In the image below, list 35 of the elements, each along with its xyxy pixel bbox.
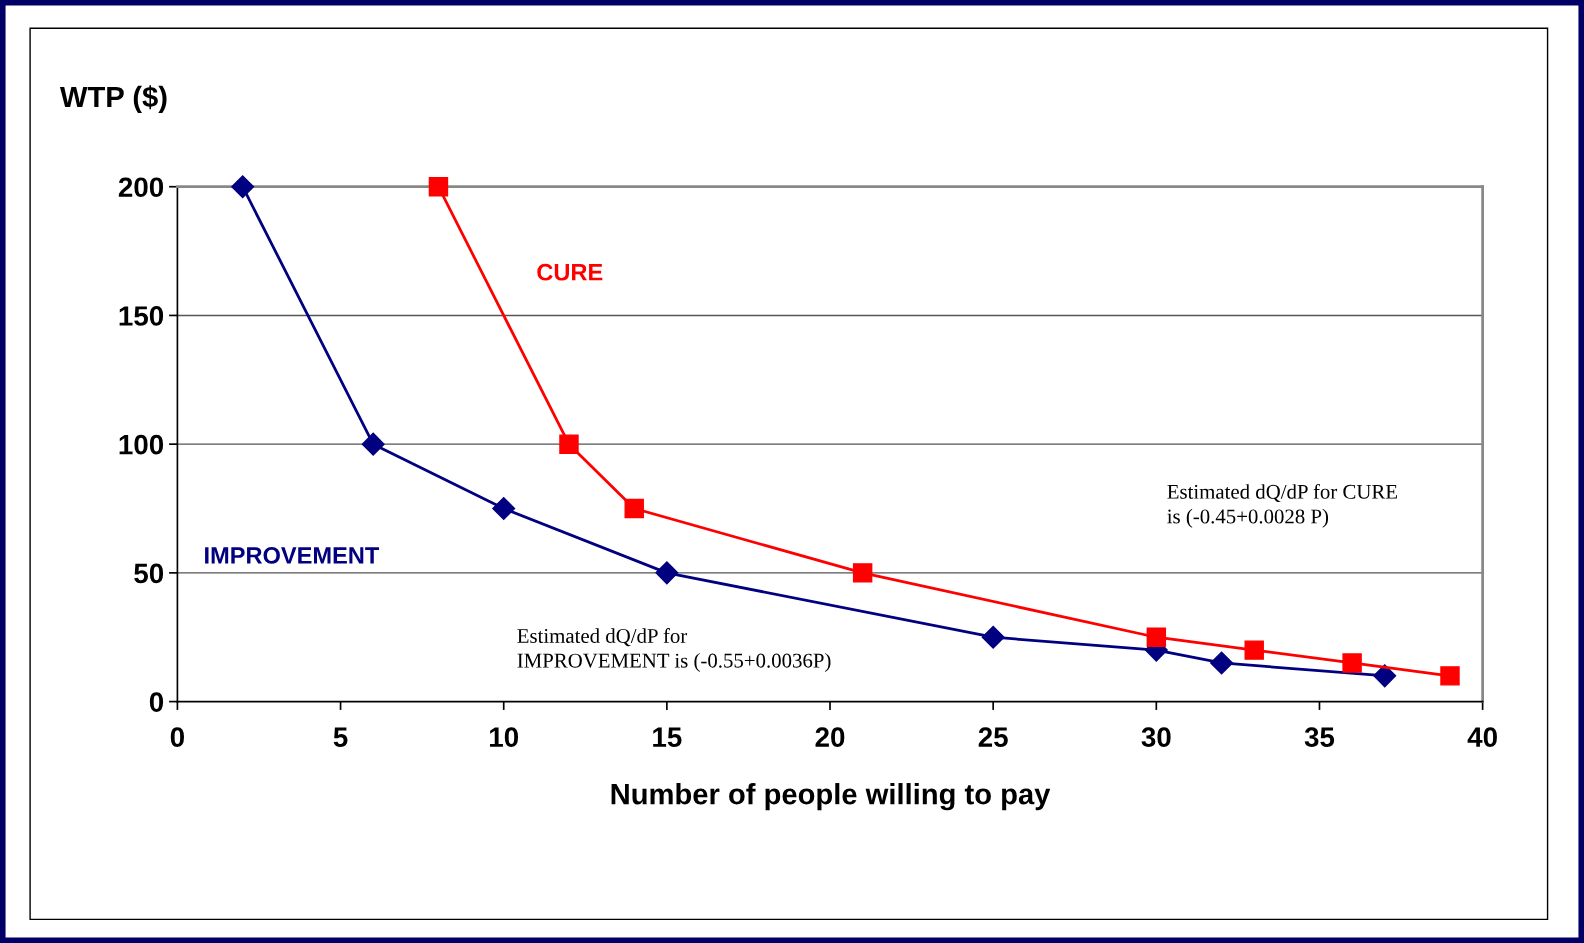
point: [852, 563, 873, 583]
point: [1210, 651, 1234, 675]
point: [231, 175, 255, 199]
series-label: CURE: [537, 263, 603, 281]
y-tick-label: 50: [134, 563, 164, 584]
point: [1440, 666, 1460, 686]
x-tick-label: 30: [1141, 727, 1171, 748]
point: [655, 561, 679, 585]
point: [559, 434, 579, 454]
x-tick-label: 10: [490, 727, 519, 747]
point: [492, 497, 516, 521]
point: [1342, 653, 1362, 673]
y-tick-label: 200: [118, 177, 164, 198]
point: [428, 176, 449, 197]
annotation: Estimated dQ/dP for CURE is (-0.45+0.0028 P): [1167, 483, 1397, 528]
y-tick-label: 0: [149, 692, 164, 712]
x-tick-label: 0: [170, 727, 184, 747]
point: [1146, 627, 1167, 647]
y-tick-label: 100: [119, 434, 164, 455]
text: IMPROVEMENT: [205, 547, 380, 564]
x-tick-label: 5: [333, 727, 348, 747]
point: [981, 625, 1005, 649]
y-axis-title: WTP ($): [59, 85, 167, 114]
x-tick-label: 25: [978, 727, 1008, 747]
x-tick-label: 20: [815, 727, 845, 747]
x-axis-title: Number of people willing to pay: [611, 783, 1051, 811]
x-tick-label: 15: [653, 727, 682, 747]
y-tick-label: 150: [119, 306, 164, 326]
point: [361, 432, 385, 456]
x-tick-label: 35: [1304, 727, 1335, 748]
point: [1244, 640, 1264, 660]
point: [624, 498, 644, 519]
point: [1373, 664, 1397, 688]
annotation: Estimated dQ/dP for IMPROVEMENT is (-0.55+0.0036P): [517, 628, 831, 672]
x-tick-label: 40: [1467, 727, 1497, 747]
